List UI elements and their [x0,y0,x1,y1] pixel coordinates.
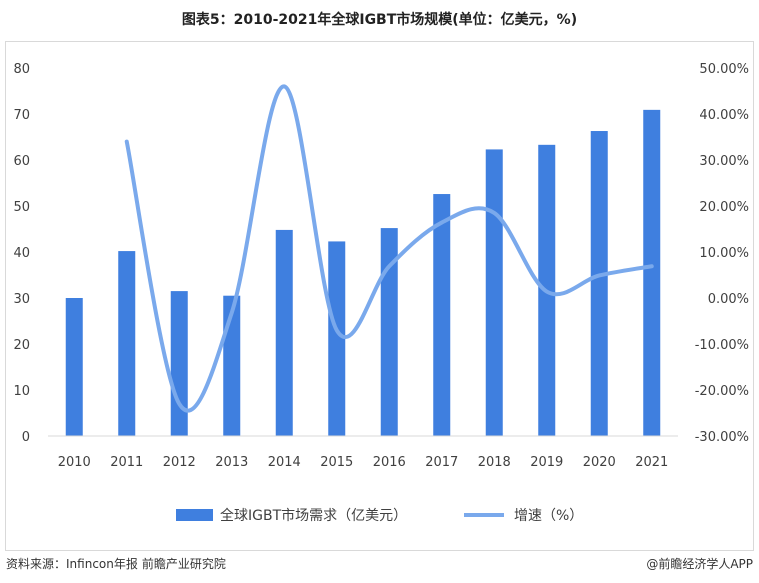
source-org: Infincon年报 [66,557,138,571]
x-axis: 2010 2011 2012 2013 2014 2015 2016 2017 2018 2019… [58,455,669,470]
combo-chart: 0 10 20 30 40 50 60 70 80 -30.00% -20.00% -10.00% 0… [13,62,749,524]
right-y-axis: -30.00% -20.00% -10.00% 0.00% 10.00% 20.00% 30… [695,62,749,445]
bar-2010 [65,298,83,436]
left-y-tick-label: 60 [13,154,30,169]
legend-bar-swatch [176,509,213,521]
left-y-tick-label: 0 [22,430,30,445]
bar-2020 [590,131,608,436]
bar-2016 [380,228,398,436]
left-y-tick-label: 10 [13,384,30,399]
x-tick-label: 2010 [58,455,91,470]
x-tick-label: 2014 [268,455,301,470]
right-y-tick-label: 40.00% [699,108,749,123]
right-y-tick-label: -30.00% [695,430,749,445]
x-tick-label: 2020 [583,455,616,470]
x-tick-label: 2017 [425,455,458,470]
left-y-tick-label: 20 [13,338,30,353]
legend-line-label: 增速（%） [514,508,583,524]
bar-2015 [328,241,346,436]
right-y-tick-label: 50.00% [699,62,749,77]
growth-rate-line [124,84,654,413]
bar-2014 [275,229,293,436]
left-y-tick-label: 70 [13,108,30,123]
x-tick-label: 2016 [373,455,406,470]
source-institute: 前瞻产业研究院 [141,557,226,571]
left-y-tick-label: 40 [13,246,30,261]
right-y-tick-label: -10.00% [695,338,749,353]
legend-bar-label: 全球IGBT市场需求（亿美元） [220,507,407,524]
right-y-tick-label: 0.00% [708,292,749,307]
source-label: 资料来源： [6,557,67,571]
source-line: 资料来源：Infincon年报 前瞻产业研究院 [6,555,226,572]
left-y-tick-label: 80 [13,62,30,77]
chart-title: 图表5：2010-2021年全球IGBT市场规模(单位：亿美元，%) [181,12,578,28]
right-y-tick-label: -20.00% [695,384,749,399]
right-y-tick-label: 30.00% [699,154,749,169]
left-y-axis: 0 10 20 30 40 50 60 70 80 [13,62,30,445]
credit: @前瞻经济学人APP [646,557,753,571]
x-tick-label: 2018 [478,455,511,470]
right-y-tick-label: 10.00% [699,246,749,261]
bar-2018 [485,149,503,437]
chart-frame: 0 10 20 30 40 50 60 70 80 -30.00% -20.00% -10.00% 0… [5,41,754,551]
x-tick-label: 2013 [215,455,248,470]
x-tick-label: 2012 [163,455,196,470]
x-tick-label: 2015 [320,455,353,470]
bar-series [65,109,661,437]
bar-2012 [170,291,188,436]
left-y-tick-label: 30 [13,292,30,307]
right-y-tick-label: 20.00% [699,200,749,215]
bar-2021 [643,109,661,437]
x-tick-label: 2011 [110,455,143,470]
legend: 全球IGBT市场需求（亿美元） 增速（%） [176,507,583,524]
bar-2017 [433,194,451,436]
x-tick-label: 2019 [530,455,563,470]
left-y-tick-label: 50 [13,200,30,215]
x-tick-label: 2021 [635,455,668,470]
bar-2011 [118,251,136,436]
